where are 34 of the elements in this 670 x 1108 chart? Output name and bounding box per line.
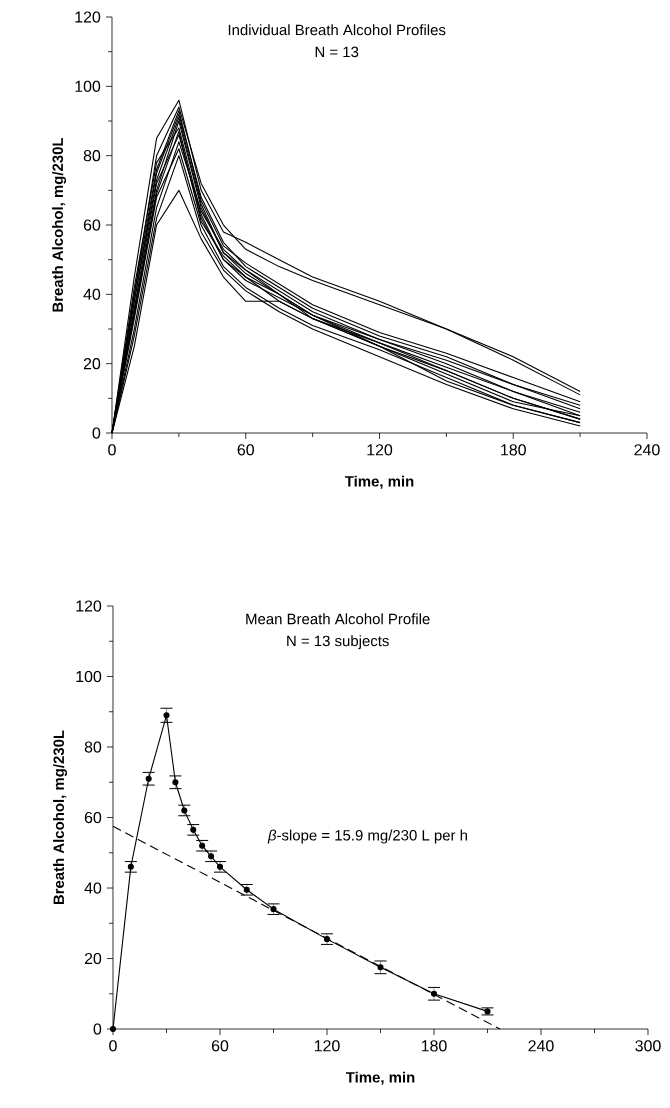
- x-axis-title: Time, min: [345, 1071, 415, 1085]
- x-tick-label: 180: [421, 1040, 447, 1052]
- x-tick-label: 0: [109, 1040, 117, 1052]
- y-tick-label: 20: [84, 952, 102, 965]
- x-tick-label: 180: [501, 444, 526, 456]
- y-tick-label: 120: [75, 11, 101, 23]
- chart-title: Individual Breath Alcohol Profiles: [228, 24, 446, 36]
- x-tick-label: 120: [314, 1040, 340, 1052]
- x-tick-label: 60: [237, 444, 254, 456]
- y-axis-title: Breath Alcohol, mg/230L: [53, 730, 68, 905]
- x-tick-label: 240: [528, 1040, 554, 1052]
- y-tick-label: 40: [83, 288, 101, 300]
- y-axis-title: Breath Alcohol, mg/230L: [52, 137, 67, 312]
- x-tick-label: 240: [634, 444, 660, 456]
- annotation: β-slope = 15.9 mg/230 L per h: [267, 829, 467, 844]
- y-tick-label: 0: [92, 427, 101, 439]
- x-tick-label: 300: [635, 1040, 661, 1052]
- x-axis-title: Time, min: [344, 475, 414, 489]
- text: N = 13: [315, 46, 359, 58]
- y-tick-label: 100: [76, 670, 102, 683]
- y-tick-label: 80: [83, 150, 101, 162]
- y-tick-label: 20: [83, 358, 101, 370]
- text: N = 13 subjects: [287, 635, 389, 650]
- y-tick-label: 120: [76, 600, 102, 612]
- y-tick-label: 0: [93, 1023, 102, 1035]
- chart-title: Mean Breath Alcohol Profile: [246, 613, 430, 625]
- y-tick-label: 100: [75, 80, 101, 92]
- y-tick-label: 40: [84, 882, 102, 894]
- y-tick-label: 60: [83, 219, 101, 231]
- x-tick-label: 0: [108, 444, 116, 456]
- y-tick-label: 60: [84, 811, 102, 824]
- x-tick-label: 120: [367, 444, 393, 456]
- y-tick-label: 80: [84, 741, 102, 753]
- x-tick-label: 60: [211, 1040, 229, 1052]
